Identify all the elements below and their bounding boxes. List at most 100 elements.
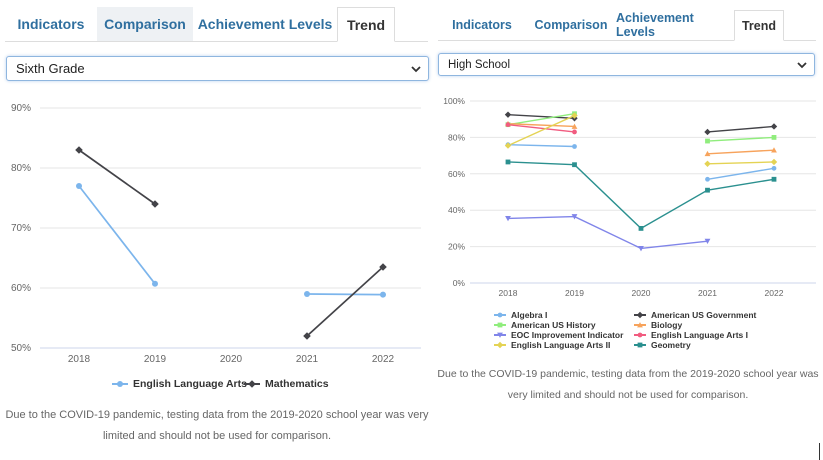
legend-item[interactable]: Algebra I bbox=[494, 310, 547, 320]
left-tab-bar: Indicators Comparison Achievement Levels… bbox=[5, 7, 428, 42]
data-point bbox=[572, 144, 577, 149]
x-tick-label: 2021 bbox=[698, 288, 717, 298]
y-tick-label: 40% bbox=[448, 205, 465, 215]
tab-indicators[interactable]: Indicators bbox=[17, 16, 85, 32]
legend-item[interactable]: English Language Arts II bbox=[494, 340, 610, 350]
school-level-select[interactable]: High School bbox=[438, 53, 815, 76]
text-cursor bbox=[819, 443, 820, 460]
left-trend-panel: Indicators Comparison Achievement Levels… bbox=[5, 7, 429, 442]
legend-symbol bbox=[634, 342, 646, 348]
data-point bbox=[771, 135, 777, 140]
series-line bbox=[78, 149, 156, 205]
legend-marker bbox=[637, 342, 643, 348]
y-tick-label: 50% bbox=[11, 343, 31, 354]
data-point bbox=[704, 238, 711, 245]
x-tick-label: 2018 bbox=[68, 354, 91, 365]
y-tick-label: 0% bbox=[453, 278, 466, 288]
series-line bbox=[707, 125, 775, 133]
legend-symbol bbox=[494, 322, 506, 328]
series-line bbox=[507, 215, 708, 250]
y-tick-label: 60% bbox=[448, 169, 465, 179]
series-line bbox=[707, 149, 775, 155]
y-tick-label: 60% bbox=[11, 283, 31, 294]
legend-item[interactable]: Biology bbox=[634, 320, 682, 330]
legend-label: Geometry bbox=[651, 340, 691, 350]
legend-symbol bbox=[244, 380, 260, 388]
legend-label: American US Government bbox=[651, 310, 757, 320]
x-tick-label: 2019 bbox=[565, 288, 584, 298]
legend-item[interactable]: EOC Improvement Indicator bbox=[494, 330, 623, 340]
legend-symbol bbox=[494, 341, 506, 349]
legend-marker bbox=[637, 322, 643, 328]
legend-symbol bbox=[112, 381, 128, 387]
series-line bbox=[306, 266, 384, 337]
series-line bbox=[507, 113, 575, 119]
legend-marker bbox=[637, 332, 643, 338]
legend-label: English Language Arts bbox=[133, 378, 247, 390]
tab-achievement-levels[interactable]: Achievement Levels bbox=[197, 16, 333, 32]
grade-select[interactable]: Sixth Grade bbox=[6, 56, 429, 81]
data-point bbox=[505, 159, 511, 165]
data-point bbox=[705, 187, 710, 193]
legend-marker bbox=[497, 312, 503, 318]
chevron-down-icon bbox=[411, 65, 421, 72]
right-trend-panel: Indicators Comparison Achievement Levels… bbox=[436, 0, 820, 460]
y-tick-label: 100% bbox=[443, 96, 465, 106]
data-point bbox=[152, 280, 158, 287]
tab-comparison[interactable]: Comparison bbox=[534, 18, 608, 32]
legend-item[interactable]: American US Government bbox=[634, 310, 756, 320]
y-tick-label: 80% bbox=[11, 163, 31, 174]
legend-marker bbox=[636, 311, 644, 319]
data-point bbox=[771, 147, 777, 153]
legend-item[interactable]: English Language Arts bbox=[112, 378, 247, 390]
data-point bbox=[304, 291, 310, 297]
series-line bbox=[306, 293, 384, 296]
x-tick-label: 2022 bbox=[372, 354, 395, 365]
tab-achievement-levels[interactable]: Achievement Levels bbox=[616, 11, 694, 39]
tab-comparison[interactable]: Comparison bbox=[97, 7, 193, 41]
data-point bbox=[571, 123, 578, 129]
tab-indicators[interactable]: Indicators bbox=[452, 18, 512, 32]
legend-marker bbox=[248, 380, 256, 388]
legend-marker bbox=[496, 341, 504, 349]
series-line bbox=[507, 114, 575, 147]
data-point bbox=[771, 176, 777, 182]
covid-note: Due to the COVID-19 pandemic, testing da… bbox=[437, 368, 819, 401]
legend-symbol bbox=[634, 332, 646, 338]
legend-marker bbox=[117, 381, 123, 387]
data-point bbox=[571, 112, 578, 119]
legend-symbol bbox=[494, 332, 506, 338]
legend-label: Algebra I bbox=[511, 310, 548, 320]
legend-item[interactable]: Geometry bbox=[634, 340, 691, 350]
covid-note: Due to the COVID-19 pandemic, testing da… bbox=[5, 409, 429, 442]
legend-item[interactable]: American US History bbox=[494, 320, 596, 330]
series-line bbox=[707, 167, 775, 180]
tab-trend[interactable]: Trend bbox=[734, 10, 784, 41]
data-point bbox=[704, 160, 711, 167]
legend-label: English Language Arts II bbox=[511, 340, 611, 350]
legend-label: American US History bbox=[511, 320, 596, 330]
legend-item[interactable]: English Language Arts I bbox=[634, 330, 748, 340]
series-line bbox=[507, 161, 775, 230]
data-point bbox=[705, 138, 710, 144]
series-line bbox=[507, 123, 575, 128]
x-tick-label: 2020 bbox=[220, 354, 243, 365]
tab-trend[interactable]: Trend bbox=[337, 7, 395, 42]
data-point bbox=[771, 165, 777, 171]
data-point bbox=[704, 150, 711, 157]
data-point bbox=[504, 111, 512, 118]
data-point bbox=[704, 128, 711, 136]
legend-marker bbox=[497, 332, 503, 338]
legend-item[interactable]: Mathematics bbox=[244, 378, 329, 390]
y-tick-label: 80% bbox=[448, 132, 465, 142]
right-trend-chart: 0% 20% 40% 60% 80% 100% 2018 2019 2020 2021 2022 bbox=[443, 96, 816, 298]
series-line bbox=[507, 123, 575, 133]
legend-label: Biology bbox=[651, 320, 683, 330]
legend-symbol bbox=[634, 322, 646, 328]
data-point bbox=[638, 226, 644, 231]
data-point bbox=[505, 122, 511, 128]
data-point bbox=[572, 129, 577, 135]
data-point bbox=[379, 263, 387, 271]
legend-label: English Language Arts I bbox=[651, 330, 748, 340]
data-point bbox=[638, 246, 644, 252]
